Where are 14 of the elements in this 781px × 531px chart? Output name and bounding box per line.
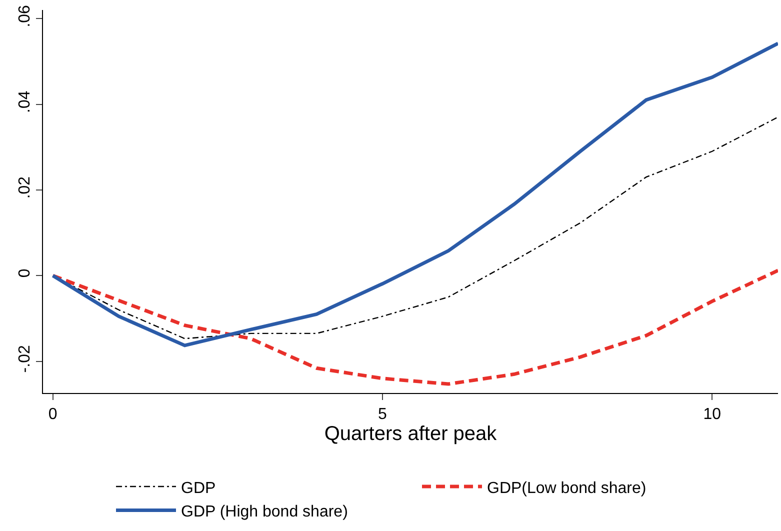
- x-tick-label: 0: [48, 406, 58, 424]
- x-tick-label: 10: [703, 406, 722, 424]
- y-tick-label: -.02: [16, 345, 34, 373]
- legend-label: GDP (High bond share): [181, 504, 348, 521]
- y-tick-label: 0: [16, 268, 34, 278]
- legend-label: GDP: [181, 480, 216, 497]
- y-tick-label: .04: [16, 90, 34, 113]
- y-tick-label: .06: [16, 4, 34, 28]
- y-tick-label: .02: [16, 176, 34, 199]
- x-tick-label: 5: [378, 406, 388, 424]
- legend-label: GDP(Low bond share): [487, 480, 646, 497]
- line-series: [51, 42, 778, 348]
- line-series: [51, 268, 778, 386]
- x-axis-title: Quarters after peak: [324, 423, 498, 446]
